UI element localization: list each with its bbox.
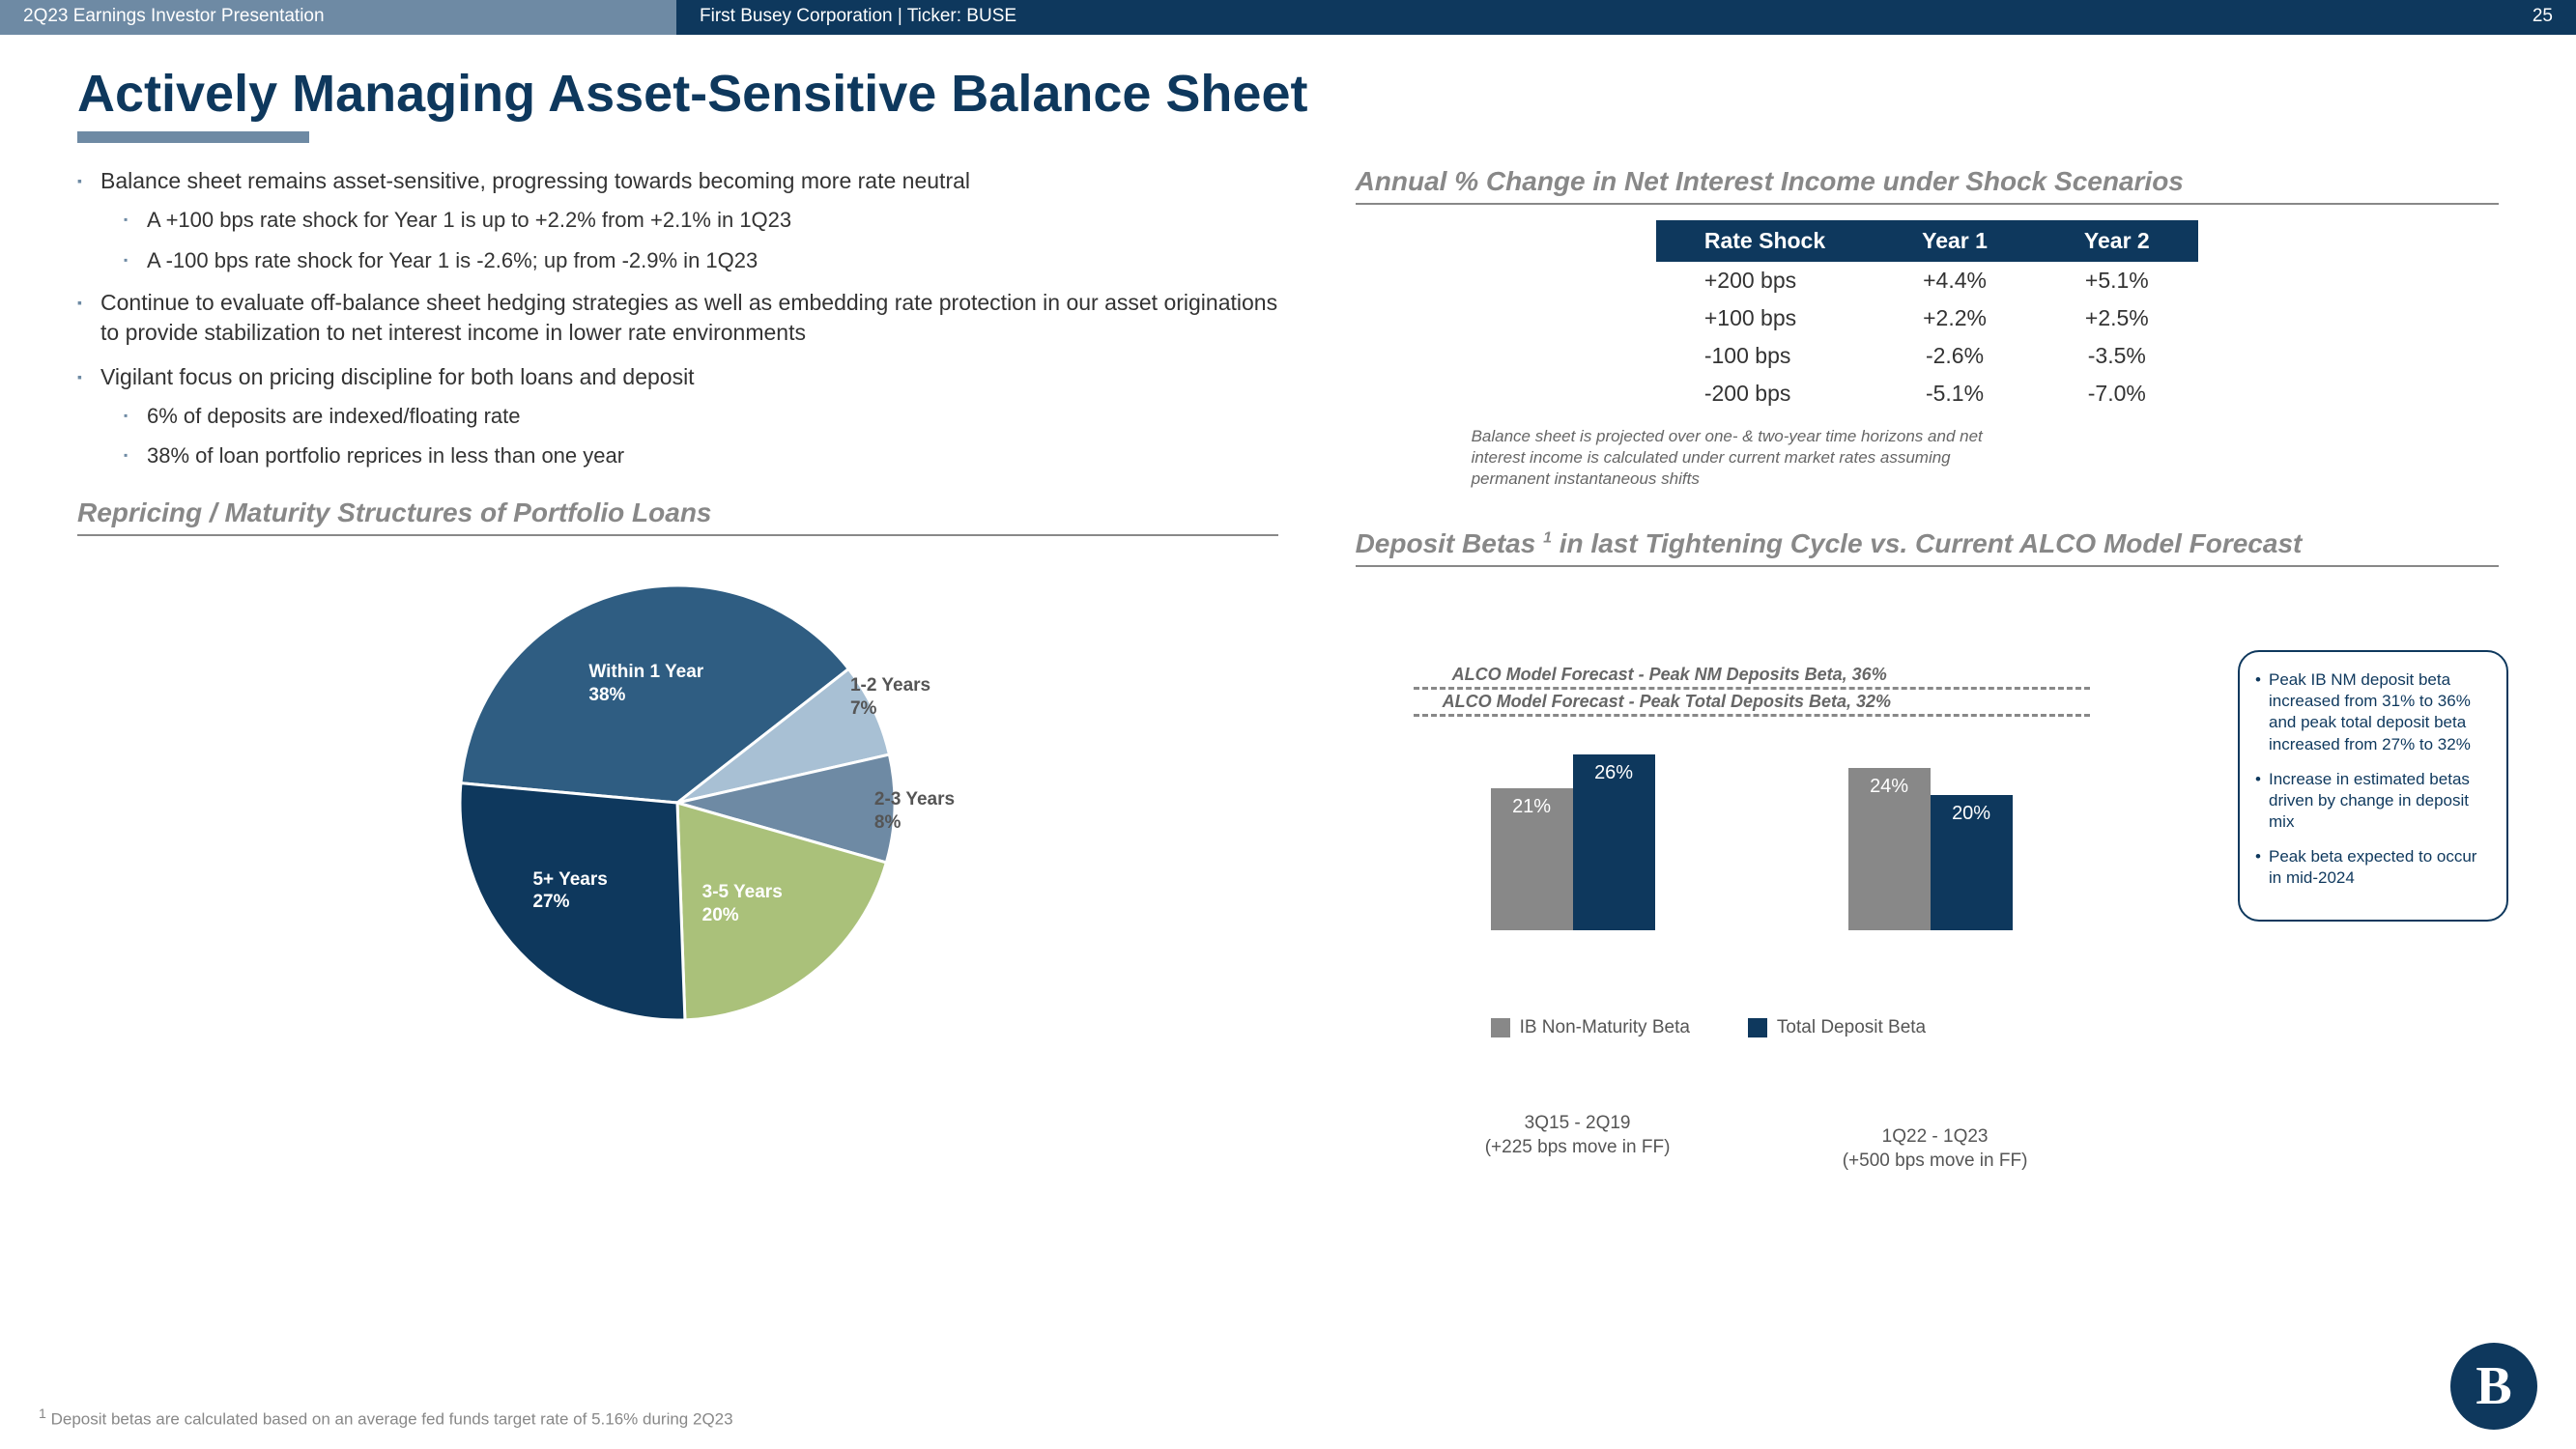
table-note: Balance sheet is projected over one- & t… (1472, 426, 2013, 490)
legend-swatch (1491, 1018, 1510, 1037)
bar-category: 1Q22 - 1Q23(+500 bps move in FF) (1790, 1125, 2080, 1173)
table-cell: +5.1% (2036, 262, 2198, 299)
legend-label: IB Non-Maturity Beta (1520, 1017, 1690, 1038)
legend-item: IB Non-Maturity Beta (1491, 1017, 1690, 1038)
sub-bullet-item: 38% of loan portfolio reprices in less t… (100, 441, 1278, 470)
content: Balance sheet remains asset-sensitive, p… (0, 166, 2576, 1073)
shock-heading: Annual % Change in Net Interest Income u… (1356, 166, 2499, 205)
bullets-list: Balance sheet remains asset-sensitive, p… (77, 166, 1278, 470)
callout-item: Peak beta expected to occur in mid-2024 (2255, 846, 2491, 889)
bar-value: 24% (1848, 776, 1931, 798)
bar-heading-pre: Deposit Betas (1356, 528, 1544, 558)
left-column: Balance sheet remains asset-sensitive, p… (77, 166, 1278, 1073)
page-number: 25 (2533, 6, 2553, 29)
sub-bullet-item: A +100 bps rate shock for Year 1 is up t… (100, 206, 1278, 235)
header-left: 2Q23 Earnings Investor Presentation (0, 0, 676, 35)
pie-label: 5+ Years27% (532, 868, 607, 915)
table-cell: +2.2% (1874, 299, 2036, 337)
pie-label: 3-5 Years20% (702, 881, 783, 927)
bar-category: 3Q15 - 2Q19(+225 bps move in FF) (1433, 1112, 1723, 1159)
bar-value: 26% (1573, 762, 1655, 784)
pie-label: 1-2 Years7% (850, 674, 930, 721)
sub-bullets: A +100 bps rate shock for Year 1 is up t… (100, 206, 1278, 274)
logo-icon: B (2450, 1343, 2537, 1430)
bullet-item: Vigilant focus on pricing discipline for… (77, 362, 1278, 470)
table-row: +100 bps+2.2%+2.5% (1656, 299, 2198, 337)
legend-swatch (1748, 1018, 1767, 1037)
bullet-item: Balance sheet remains asset-sensitive, p… (77, 166, 1278, 274)
table-cell: +2.5% (2036, 299, 2198, 337)
table-cell: -200 bps (1656, 375, 1874, 412)
table-cell: +100 bps (1656, 299, 1874, 337)
header-center: First Busey Corporation | Ticker: BUSE (700, 6, 1016, 29)
bar-group: 24%20%1Q22 - 1Q23(+500 bps move in FF) (1848, 768, 2013, 930)
pie-section: Repricing / Maturity Structures of Portf… (77, 497, 1278, 1073)
table-cell: -2.6% (1874, 337, 2036, 375)
callout-box: Peak IB NM deposit beta increased from 3… (2238, 650, 2508, 922)
table-row: +200 bps+4.4%+5.1% (1656, 262, 2198, 299)
bar-heading-post: in last Tightening Cycle vs. Current ALC… (1552, 528, 2302, 558)
pie-label: Within 1 Year38% (588, 661, 703, 707)
table-cell: +4.4% (1874, 262, 2036, 299)
table-cell: -5.1% (1874, 375, 2036, 412)
table-cell: -3.5% (2036, 337, 2198, 375)
table-row: -200 bps-5.1%-7.0% (1656, 375, 2198, 412)
pie-heading: Repricing / Maturity Structures of Portf… (77, 497, 1278, 536)
page-title: Actively Managing Asset-Sensitive Balanc… (77, 64, 2576, 124)
header-bar: 2Q23 Earnings Investor Presentation Firs… (0, 0, 2576, 35)
legend-label: Total Deposit Beta (1777, 1017, 1926, 1038)
bar-area: 21%26%3Q15 - 2Q19(+225 bps move in FF) 24… (1394, 660, 2109, 930)
bar-section: Deposit Betas 1 in last Tightening Cycle… (1356, 528, 2499, 1065)
table-cell: -100 bps (1656, 337, 1874, 375)
bar-value: 21% (1491, 796, 1573, 818)
title-underline (77, 131, 309, 143)
table-cell: +200 bps (1656, 262, 1874, 299)
bar-heading: Deposit Betas 1 in last Tightening Cycle… (1356, 528, 2499, 567)
header-right: First Busey Corporation | Ticker: BUSE 2… (676, 0, 2576, 35)
callout-item: Increase in estimated betas driven by ch… (2255, 769, 2491, 833)
table-cell: -7.0% (2036, 375, 2198, 412)
bar: 21% (1491, 788, 1573, 930)
shock-table: Rate ShockYear 1Year 2+200 bps+4.4%+5.1%… (1656, 220, 2198, 412)
bar: 24% (1848, 768, 1931, 930)
bar-heading-sup: 1 (1543, 530, 1552, 547)
bar: 20% (1931, 795, 2013, 930)
pie-chart: Within 1 Year38% 1-2 Years7% 2-3 Years8% 3-… (387, 552, 967, 1073)
footnote-text: Deposit betas are calculated based on an… (46, 1410, 733, 1429)
bar-value: 20% (1931, 803, 2013, 825)
pie-label: 2-3 Years8% (874, 788, 955, 835)
sub-bullet-item: A -100 bps rate shock for Year 1 is -2.6… (100, 246, 1278, 275)
callout-item: Peak IB NM deposit beta increased from 3… (2255, 669, 2491, 754)
sub-bullets: 6% of deposits are indexed/floating rate… (100, 402, 1278, 470)
table-header: Year 1 (1874, 220, 2036, 262)
bar-chart: Peak IB NM deposit beta increased from 3… (1356, 582, 2499, 1065)
table-header: Rate Shock (1656, 220, 1874, 262)
table-header: Year 2 (2036, 220, 2198, 262)
footnote: 1 Deposit betas are calculated based on … (39, 1406, 733, 1430)
table-row: -100 bps-2.6%-3.5% (1656, 337, 2198, 375)
legend-item: Total Deposit Beta (1748, 1017, 1926, 1038)
bar: 26% (1573, 754, 1655, 930)
legend: IB Non-Maturity Beta Total Deposit Beta (1491, 1017, 1927, 1038)
bar-group: 21%26%3Q15 - 2Q19(+225 bps move in FF) (1491, 754, 1655, 930)
bullet-item: Continue to evaluate off-balance sheet h… (77, 288, 1278, 348)
sub-bullet-item: 6% of deposits are indexed/floating rate (100, 402, 1278, 431)
callout-list: Peak IB NM deposit beta increased from 3… (2255, 669, 2491, 889)
footnote-sup: 1 (39, 1406, 46, 1422)
right-column: Annual % Change in Net Interest Income u… (1356, 166, 2499, 1073)
